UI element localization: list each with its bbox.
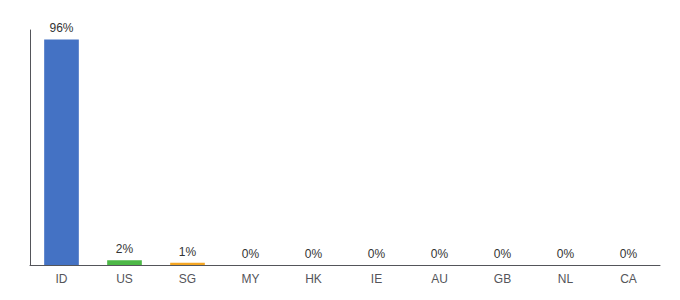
svg-text:0%: 0% xyxy=(305,247,323,261)
svg-text:0%: 0% xyxy=(494,247,512,261)
svg-text:CA: CA xyxy=(620,272,637,286)
svg-text:1%: 1% xyxy=(179,245,197,259)
svg-text:0%: 0% xyxy=(557,247,575,261)
svg-text:0%: 0% xyxy=(431,247,449,261)
svg-text:IE: IE xyxy=(371,272,382,286)
svg-text:0%: 0% xyxy=(620,247,638,261)
svg-text:GB: GB xyxy=(494,272,511,286)
svg-text:SG: SG xyxy=(179,272,196,286)
svg-text:US: US xyxy=(116,272,133,286)
svg-text:HK: HK xyxy=(305,272,322,286)
svg-text:MY: MY xyxy=(242,272,260,286)
svg-text:0%: 0% xyxy=(242,247,260,261)
svg-text:96%: 96% xyxy=(49,21,73,35)
svg-text:NL: NL xyxy=(558,272,574,286)
svg-text:2%: 2% xyxy=(116,242,134,256)
svg-text:AU: AU xyxy=(431,272,448,286)
svg-text:ID: ID xyxy=(56,272,68,286)
svg-text:0%: 0% xyxy=(368,247,386,261)
